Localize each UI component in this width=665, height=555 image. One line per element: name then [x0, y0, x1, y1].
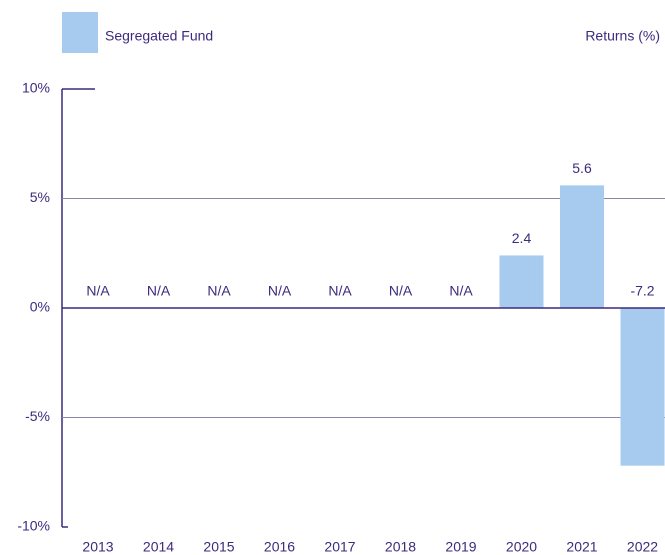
legend-swatch [62, 12, 98, 53]
legend-label: Segregated Fund [105, 28, 213, 44]
y-tick-label: -10% [17, 518, 50, 534]
y-tick-label: 0% [30, 299, 50, 315]
value-label: N/A [207, 283, 231, 299]
y-axis-label: Returns (%) [585, 28, 660, 44]
value-label: N/A [86, 283, 110, 299]
x-tick-label: 2015 [203, 539, 234, 555]
bar [499, 255, 544, 308]
bar [620, 308, 665, 466]
x-tick-label: 2020 [506, 539, 537, 555]
x-tick-label: 2017 [324, 539, 355, 555]
y-tick-label: 10% [22, 80, 50, 96]
x-tick-label: 2019 [445, 539, 476, 555]
value-label: -7.2 [630, 283, 654, 299]
value-label: 5.6 [572, 160, 592, 176]
x-tick-label: 2016 [264, 539, 295, 555]
x-tick-label: 2021 [566, 539, 597, 555]
x-tick-label: 2014 [143, 539, 174, 555]
bar [560, 185, 604, 308]
x-tick-label: 2018 [385, 539, 416, 555]
value-label: N/A [268, 283, 292, 299]
value-label: 2.4 [512, 230, 532, 246]
x-tick-label: 2013 [82, 539, 113, 555]
value-label: N/A [328, 283, 352, 299]
x-tick-label: 2022 [627, 539, 658, 555]
value-label: N/A [449, 283, 473, 299]
y-tick-label: -5% [25, 408, 50, 424]
y-tick-label: 5% [30, 189, 50, 205]
value-label: N/A [389, 283, 413, 299]
value-label: N/A [147, 283, 171, 299]
